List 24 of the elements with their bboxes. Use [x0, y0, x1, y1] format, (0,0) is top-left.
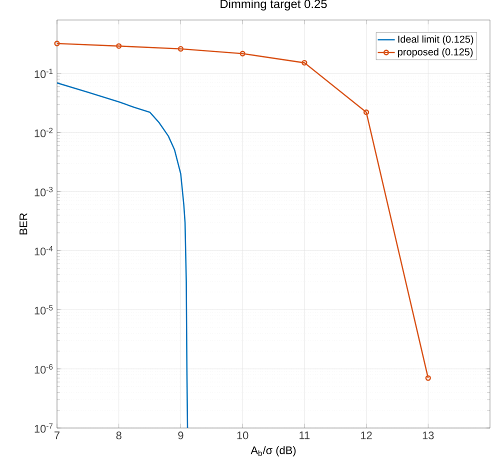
point — [240, 50, 246, 56]
y-tick-label: 10$^{-3}$ — [34, 186, 53, 196]
line-series — [57, 82, 188, 428]
y-tick-label: 10$^{-2}$ — [34, 128, 53, 138]
x-tick-label: 9 — [178, 432, 184, 440]
y-tick-label: 10$^{-7}$ — [34, 423, 53, 433]
y-tick-label: 10$^{-5}$ — [34, 305, 53, 314]
point — [363, 109, 370, 116]
y-axis-title: BER — [20, 213, 28, 234]
x-tick-label: 10 — [237, 432, 248, 440]
point — [302, 60, 308, 66]
x-axis-title: A$_{b}$/σ (dB) — [250, 446, 296, 456]
legend-label: Ideal limit (0.125) — [398, 35, 474, 45]
legend-label: proposed (0.125) — [398, 48, 473, 58]
point — [116, 43, 122, 49]
y-tick-label: 10$^{-6}$ — [34, 364, 53, 374]
x-tick-label: 11 — [300, 432, 310, 440]
x-tick-label: 7 — [54, 432, 60, 440]
x-tick-label: 12 — [361, 432, 372, 440]
x-tick-label: 13 — [422, 432, 434, 440]
y-tick-label: 10$^{-1}$ — [34, 68, 53, 78]
y-tick-label: 10$^{-4}$ — [34, 246, 53, 256]
point — [178, 46, 184, 52]
x-tick-label: 8 — [116, 432, 122, 440]
